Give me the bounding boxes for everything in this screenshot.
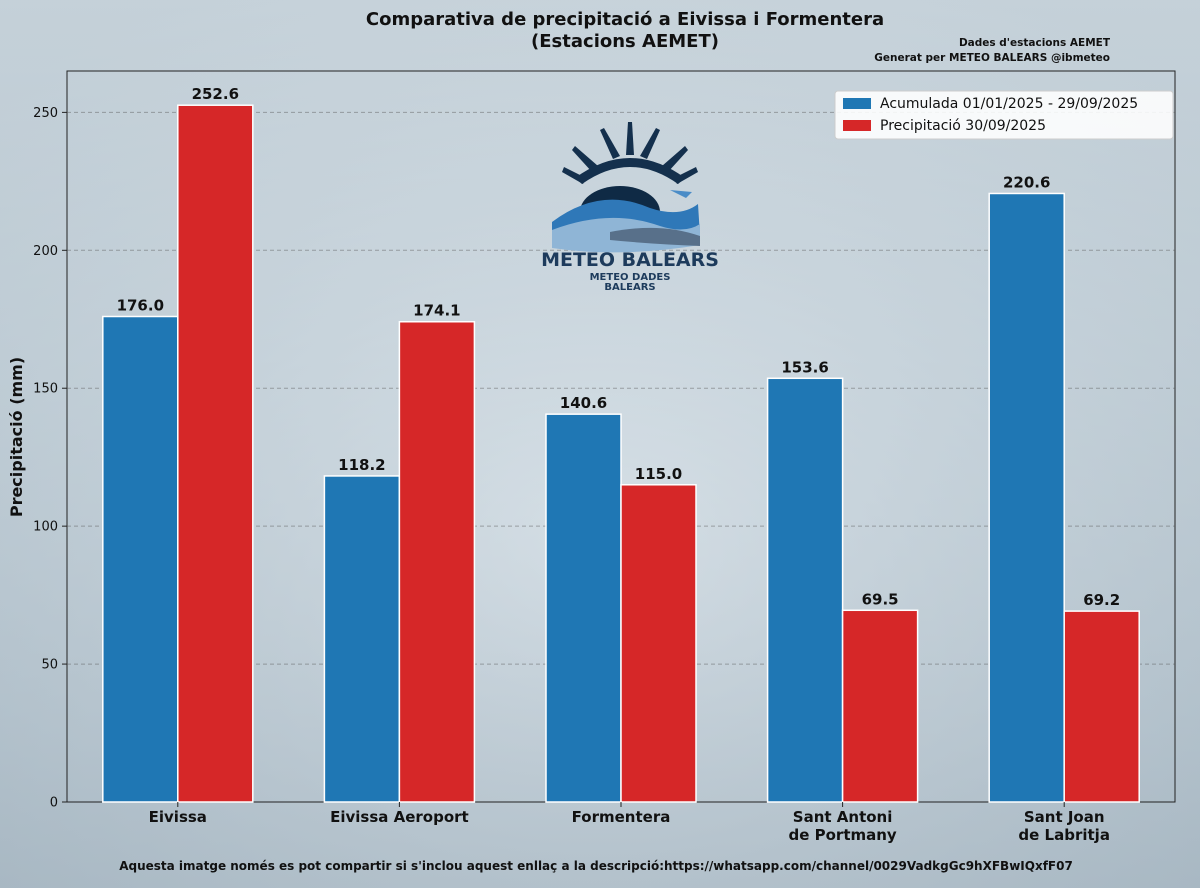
y-axis-ticks: 0 50 100 150 200 250 [33,106,67,811]
x-axis-categories: Eivissa Eivissa Aeroport Formentera Sant An… [149,802,1110,844]
meteo-balears-logo: METEO BALEARS METEO DADES BALEARS [541,122,719,293]
legend-swatch-accumulated [843,98,871,109]
chart-title-line-2: (Estacions AEMET) [531,31,719,52]
bar-daily-2 [620,484,697,803]
bar-accumulated-4 [988,192,1065,803]
credit-author: Generat per METEO BALEARS @ibmeteo [874,52,1110,64]
value-label-accumulated-0: 176.0 [117,297,164,315]
value-label-accumulated-1: 118.2 [338,456,385,474]
bar-daily-1 [398,320,476,803]
footer-share-notice: Aquesta imatge només es pot compartir si… [119,859,1073,873]
x-category-label: Sant Joan [1024,808,1105,826]
value-label-daily-4: 69.2 [1083,591,1120,609]
legend-swatch-daily [843,120,871,131]
x-category-label: de Portmany [788,826,896,844]
y-axis-label: Precipitació (mm) [7,357,26,517]
value-label-daily-0: 252.6 [192,85,239,103]
y-tick-label: 50 [41,658,58,673]
x-category-label: Sant Antoni [793,808,893,826]
chart-title-line-1: Comparativa de precipitació a Eivissa i … [366,9,884,30]
y-tick-label: 100 [33,520,58,535]
value-label-accumulated-2: 140.6 [560,394,607,412]
x-category-label: Eivissa Aeroport [330,808,469,826]
value-label-accumulated-3: 153.6 [781,358,828,376]
value-label-daily-1: 174.1 [413,302,460,320]
bar-accumulated-3 [766,377,844,803]
value-label-daily-3: 69.5 [862,590,899,608]
legend-label-accumulated: Acumulada 01/01/2025 - 29/09/2025 [880,96,1138,112]
x-category-label: de Labritja [1018,826,1110,844]
value-label-accumulated-4: 220.6 [1003,173,1050,191]
legend-box [834,90,1174,140]
y-tick-label: 0 [50,796,58,811]
legend: Acumulada 01/01/2025 - 29/09/2025 Precip… [834,90,1174,140]
bar-accumulated-0 [102,315,179,803]
value-label-daily-2: 115.0 [635,465,682,483]
legend-label-daily: Precipitació 30/09/2025 [880,118,1046,134]
sun-rays-icon [562,122,698,184]
value-labels: 176.0 252.6 118.2 174.1 140.6 115.0 153.6 69.5 2… [117,85,1121,609]
credit-source: Dades d'estacions AEMET [959,37,1111,49]
x-category-label: Formentera [572,808,671,826]
x-category-label: Eivissa [149,808,207,826]
y-tick-label: 250 [33,106,58,121]
bars [102,104,1140,803]
y-tick-label: 200 [33,244,58,259]
logo-subtitle-line-2: BALEARS [604,282,655,293]
logo-title: METEO BALEARS [541,249,719,271]
logo-subtitle-line-1: METEO DADES [590,272,671,283]
bar-daily-3 [841,609,919,803]
bar-accumulated-2 [545,413,622,803]
bar-daily-0 [177,104,254,803]
y-tick-label: 150 [33,382,58,397]
bar-accumulated-1 [323,475,401,803]
bar-daily-4 [1063,610,1140,803]
waves-icon [552,186,700,253]
